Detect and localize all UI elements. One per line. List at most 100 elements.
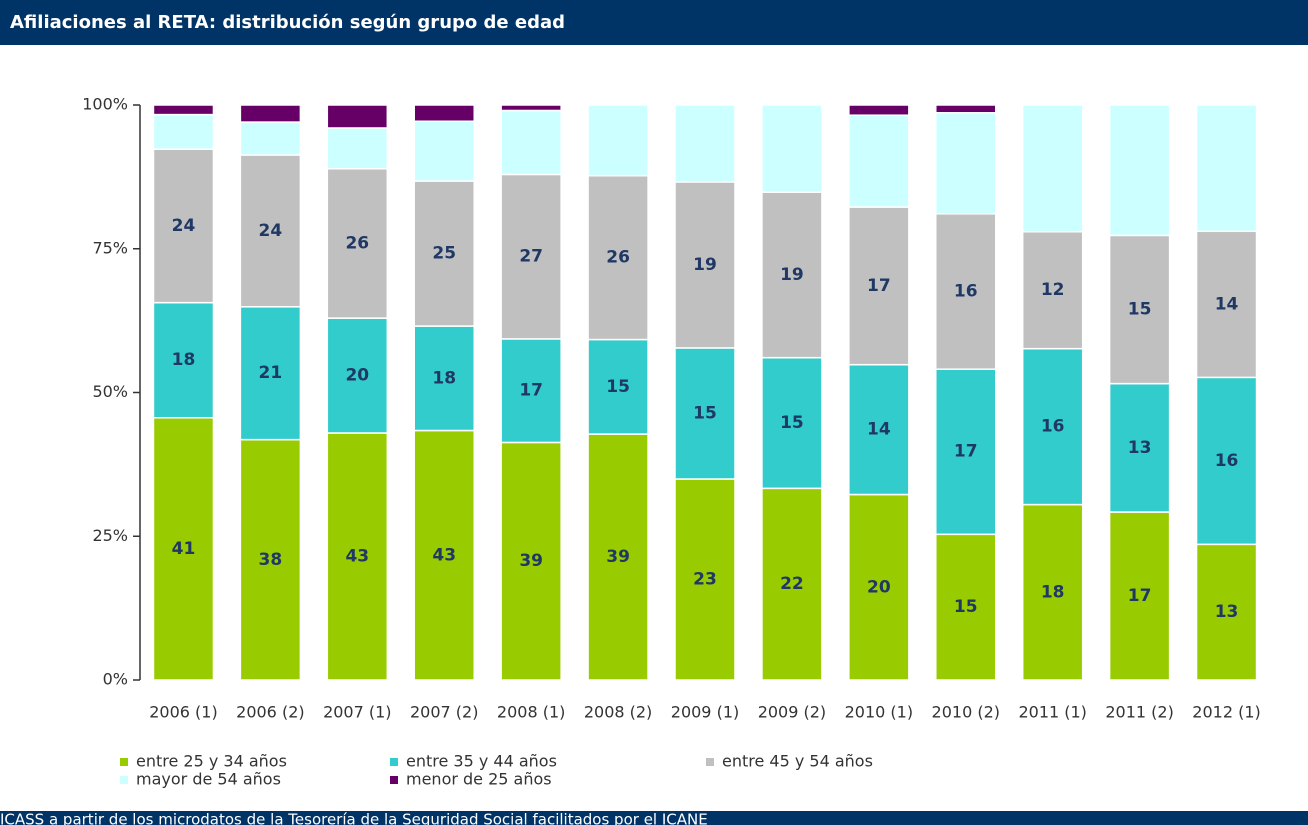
data-label: 15 bbox=[954, 597, 978, 617]
x-tick-label: 2007 (2) bbox=[410, 703, 478, 722]
bar-segment bbox=[761, 191, 823, 359]
bar-segment bbox=[1195, 230, 1258, 379]
y-tick-label: 75% bbox=[92, 238, 128, 257]
bar-segment bbox=[1195, 543, 1258, 681]
bar-segment bbox=[413, 429, 475, 681]
bar-segment bbox=[500, 338, 562, 444]
data-label: 15 bbox=[693, 403, 717, 423]
y-tick-label: 50% bbox=[92, 382, 128, 401]
bar-segment bbox=[500, 173, 562, 340]
bar-segment bbox=[848, 363, 910, 496]
bar-segment bbox=[152, 104, 215, 116]
data-label: 26 bbox=[345, 233, 369, 253]
source-note: ICASS a partir de los microdatos de la T… bbox=[0, 811, 708, 825]
data-label: 12 bbox=[1041, 280, 1065, 300]
bar-segment bbox=[500, 109, 562, 176]
data-label: 43 bbox=[432, 545, 456, 565]
x-tick-label: 2011 (2) bbox=[1105, 703, 1173, 722]
legend-swatch bbox=[390, 776, 398, 784]
legend-label: mayor de 54 años bbox=[136, 770, 281, 789]
chart-title: Afiliaciones al RETA: distribución según… bbox=[10, 12, 565, 33]
bar-segment bbox=[152, 148, 215, 304]
data-label: 43 bbox=[345, 546, 369, 566]
data-label: 38 bbox=[259, 550, 283, 570]
x-tick-label: 2007 (1) bbox=[323, 703, 391, 722]
data-label: 15 bbox=[606, 377, 630, 397]
bar-segment bbox=[1021, 347, 1084, 506]
x-tick-label: 2009 (2) bbox=[758, 703, 826, 722]
data-label: 39 bbox=[519, 551, 543, 571]
data-label: 39 bbox=[606, 547, 630, 567]
data-label: 24 bbox=[259, 221, 283, 241]
data-label: 24 bbox=[172, 216, 196, 236]
data-label: 41 bbox=[172, 539, 196, 559]
legend-swatch bbox=[706, 758, 714, 766]
x-tick-label: 2008 (1) bbox=[497, 703, 565, 722]
data-label: 25 bbox=[432, 244, 456, 264]
bar-segment bbox=[152, 113, 215, 150]
data-label: 17 bbox=[954, 442, 978, 462]
data-label: 18 bbox=[172, 350, 196, 370]
bar-segment bbox=[1021, 230, 1084, 350]
data-label: 15 bbox=[780, 413, 804, 433]
bar-segment bbox=[674, 181, 736, 349]
bar-segment bbox=[500, 441, 562, 681]
bar-segment bbox=[152, 301, 215, 419]
data-label: 20 bbox=[345, 366, 369, 386]
bar-segment bbox=[239, 306, 302, 441]
bar-segment bbox=[674, 478, 736, 681]
bar-segment bbox=[848, 104, 910, 116]
data-label: 19 bbox=[693, 255, 717, 275]
data-label: 26 bbox=[606, 248, 630, 268]
bar-segment bbox=[935, 213, 997, 370]
bar-segment bbox=[413, 104, 475, 122]
bar-segment bbox=[1021, 503, 1084, 681]
bar-segment bbox=[587, 433, 649, 681]
bar-segment bbox=[848, 114, 910, 208]
data-label: 15 bbox=[1128, 300, 1152, 320]
bar-segment bbox=[239, 438, 302, 681]
data-label: 13 bbox=[1128, 438, 1152, 458]
y-tick-label: 0% bbox=[103, 670, 128, 689]
x-tick-label: 2006 (1) bbox=[149, 703, 217, 722]
data-label: 16 bbox=[954, 281, 978, 301]
bar-segment bbox=[413, 325, 475, 432]
data-label: 18 bbox=[1041, 582, 1065, 602]
data-label: 16 bbox=[1215, 451, 1239, 471]
bar-segment bbox=[413, 180, 475, 327]
legend-swatch bbox=[120, 758, 128, 766]
legend-swatch bbox=[120, 776, 128, 784]
bar-segment bbox=[239, 104, 302, 123]
x-tick-label: 2010 (1) bbox=[845, 703, 913, 722]
x-tick-label: 2012 (1) bbox=[1192, 703, 1260, 722]
data-label: 20 bbox=[867, 577, 891, 597]
data-label: 19 bbox=[780, 265, 804, 285]
x-tick-label: 2011 (1) bbox=[1018, 703, 1086, 722]
bar-segment bbox=[761, 104, 823, 193]
data-label: 23 bbox=[693, 570, 717, 590]
bar-segment bbox=[1108, 104, 1171, 237]
bar-segment bbox=[1195, 104, 1258, 233]
bar-segment bbox=[761, 356, 823, 490]
bar-segment bbox=[1195, 376, 1258, 546]
bar-segment bbox=[1108, 382, 1171, 513]
data-label: 17 bbox=[1128, 586, 1152, 606]
data-label: 18 bbox=[432, 368, 456, 388]
legend-swatch bbox=[390, 758, 398, 766]
data-label: 17 bbox=[867, 276, 891, 296]
legend-label: menor de 25 años bbox=[406, 770, 552, 789]
bar-segment bbox=[500, 104, 562, 112]
legend-label: entre 35 y 44 años bbox=[406, 752, 557, 771]
data-label: 22 bbox=[780, 574, 804, 594]
x-tick-label: 2010 (2) bbox=[932, 703, 1000, 722]
bar-segment bbox=[152, 417, 215, 681]
x-tick-label: 2009 (1) bbox=[671, 703, 739, 722]
legend-label: entre 45 y 54 años bbox=[722, 752, 873, 771]
bar-segment bbox=[674, 104, 736, 183]
data-label: 14 bbox=[867, 420, 891, 440]
y-tick-label: 25% bbox=[92, 526, 128, 545]
y-tick-label: 100% bbox=[82, 95, 128, 114]
bar-segment bbox=[674, 347, 736, 480]
data-label: 17 bbox=[519, 381, 543, 401]
